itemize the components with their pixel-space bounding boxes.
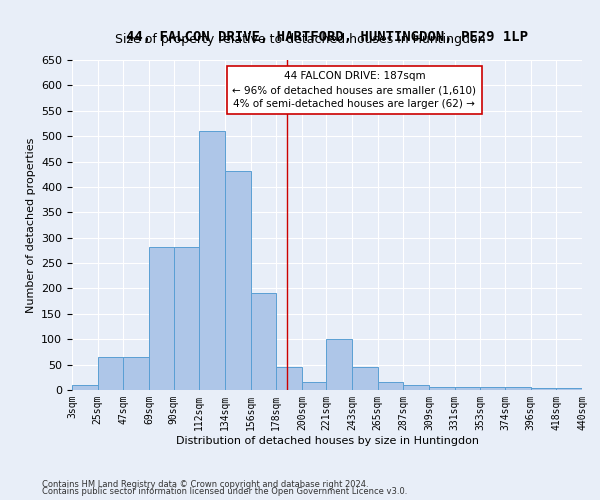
Bar xyxy=(530,388,556,390)
Bar xyxy=(556,388,582,390)
Bar xyxy=(149,248,173,390)
Text: Contains HM Land Registry data © Crown copyright and database right 2024.: Contains HM Land Registry data © Crown c… xyxy=(42,480,368,489)
Bar xyxy=(251,293,276,390)
Bar xyxy=(505,388,530,390)
X-axis label: Distribution of detached houses by size in Huntingdon: Distribution of detached houses by size … xyxy=(176,436,479,446)
Bar xyxy=(429,388,455,390)
Bar xyxy=(326,339,352,390)
Bar xyxy=(199,131,225,390)
Bar xyxy=(302,382,326,390)
Bar xyxy=(276,366,302,390)
Text: Size of property relative to detached houses in Huntingdon: Size of property relative to detached ho… xyxy=(115,32,485,46)
Text: 44 FALCON DRIVE: 187sqm
← 96% of detached houses are smaller (1,610)
4% of semi-: 44 FALCON DRIVE: 187sqm ← 96% of detache… xyxy=(232,71,476,109)
Text: Contains public sector information licensed under the Open Government Licence v3: Contains public sector information licen… xyxy=(42,488,407,496)
Bar xyxy=(378,382,403,390)
Bar xyxy=(225,170,251,390)
Y-axis label: Number of detached properties: Number of detached properties xyxy=(26,138,35,312)
Bar xyxy=(403,385,429,390)
Bar xyxy=(124,357,149,390)
Bar xyxy=(72,385,98,390)
Title: 44, FALCON DRIVE, HARTFORD, HUNTINGDON, PE29 1LP: 44, FALCON DRIVE, HARTFORD, HUNTINGDON, … xyxy=(126,30,528,44)
Bar xyxy=(481,388,505,390)
Bar xyxy=(352,367,378,390)
Bar xyxy=(98,357,124,390)
Bar xyxy=(173,248,199,390)
Bar xyxy=(455,388,481,390)
